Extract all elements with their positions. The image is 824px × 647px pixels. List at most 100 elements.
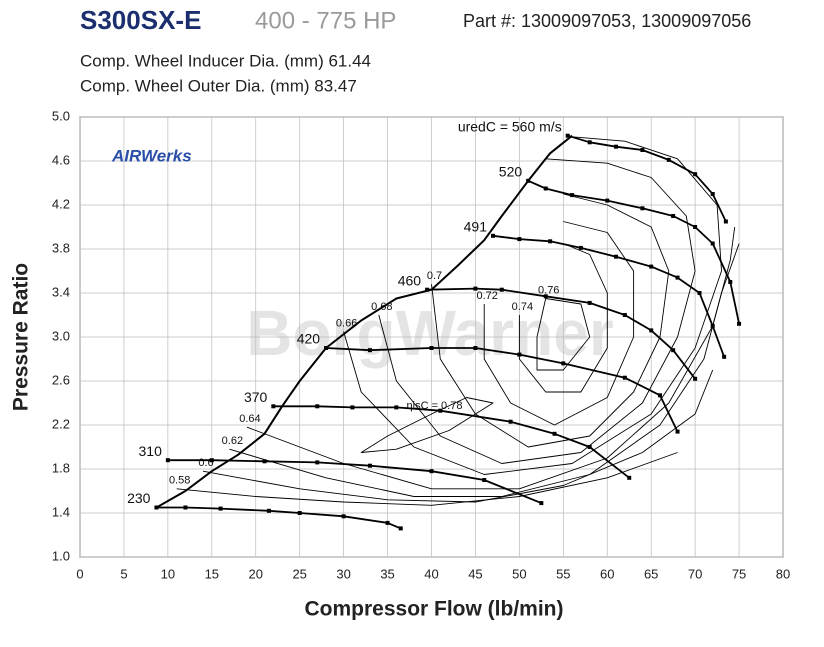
x-tick-label: 50 bbox=[512, 566, 526, 581]
efficiency-label: 0.76 bbox=[538, 284, 559, 296]
speed-marker bbox=[218, 506, 223, 511]
speed-marker bbox=[671, 214, 676, 218]
speed-marker bbox=[473, 346, 478, 350]
speed-marker bbox=[640, 148, 645, 152]
efficiency-contour bbox=[202, 369, 714, 503]
efficiency-contour bbox=[431, 193, 670, 448]
speed-marker bbox=[183, 505, 188, 510]
speed-marker bbox=[438, 408, 443, 413]
speed-line bbox=[156, 506, 402, 530]
efficiency-label: 0.74 bbox=[512, 301, 533, 313]
speed-marker bbox=[614, 144, 619, 149]
x-tick-label: 30 bbox=[336, 566, 350, 581]
speed-marker bbox=[394, 405, 399, 410]
y-tick-label: 2.2 bbox=[52, 416, 70, 431]
logo: AIRWerks bbox=[111, 146, 192, 165]
watermark: BorgWarner bbox=[246, 297, 613, 369]
speed-marker bbox=[737, 321, 742, 326]
speed-marker bbox=[367, 463, 372, 468]
chart-title: S300SX-E bbox=[80, 5, 201, 35]
speed-label: 370 bbox=[244, 389, 268, 405]
x-tick-label: 60 bbox=[600, 566, 614, 581]
efficiency-contour bbox=[343, 136, 722, 475]
speed-marker bbox=[341, 514, 346, 519]
speed-marker bbox=[315, 460, 320, 465]
y-tick-label: 1.4 bbox=[52, 504, 70, 519]
speed-marker bbox=[425, 287, 430, 292]
y-tick-label: 4.6 bbox=[52, 152, 70, 167]
speed-marker bbox=[697, 291, 702, 295]
efficiency-label: 0.7 bbox=[427, 270, 442, 282]
efficiency-label: 0.62 bbox=[222, 435, 243, 447]
speed-marker bbox=[710, 324, 715, 328]
efficiency-label: 0.72 bbox=[477, 290, 498, 302]
efficiency-label: 0.66 bbox=[336, 317, 357, 329]
speed-marker bbox=[587, 445, 592, 449]
speed-label: 460 bbox=[398, 272, 422, 288]
speed-marker bbox=[491, 233, 496, 238]
speed-marker bbox=[429, 346, 434, 350]
speed-marker bbox=[622, 313, 627, 317]
speed-marker bbox=[517, 352, 522, 357]
speed-marker bbox=[565, 133, 570, 138]
speed-marker bbox=[154, 505, 159, 510]
x-tick-label: 10 bbox=[161, 566, 175, 581]
speed-label: uredC = 560 m/s bbox=[458, 118, 562, 134]
y-tick-label: 1.0 bbox=[52, 548, 70, 563]
efficiency-contour bbox=[360, 397, 494, 453]
x-tick-label: 20 bbox=[249, 566, 263, 581]
speed-marker bbox=[297, 511, 302, 515]
x-tick-label: 25 bbox=[292, 566, 306, 581]
speed-marker bbox=[517, 237, 522, 242]
x-tick-label: 75 bbox=[732, 566, 746, 581]
speed-marker bbox=[723, 219, 728, 224]
speed-marker bbox=[429, 469, 434, 474]
efficiency-contour bbox=[229, 243, 740, 497]
speed-marker bbox=[622, 375, 627, 380]
speed-marker bbox=[552, 431, 557, 436]
speed-marker bbox=[570, 193, 575, 198]
x-tick-label: 80 bbox=[776, 566, 790, 581]
speed-marker bbox=[539, 501, 544, 506]
speed-marker bbox=[367, 348, 372, 353]
x-tick-label: 0 bbox=[76, 566, 83, 581]
speed-line bbox=[567, 134, 727, 222]
y-tick-label: 2.6 bbox=[52, 372, 70, 387]
x-tick-label: 15 bbox=[205, 566, 219, 581]
speed-marker bbox=[499, 287, 504, 292]
efficiency-contour bbox=[176, 452, 678, 506]
speed-marker bbox=[271, 404, 276, 409]
efficiency-contour bbox=[378, 158, 696, 464]
speed-marker bbox=[587, 300, 592, 305]
y-tick-label: 3.8 bbox=[52, 240, 70, 255]
speed-marker bbox=[508, 419, 513, 424]
speed-line bbox=[527, 179, 740, 324]
speed-marker bbox=[666, 157, 671, 162]
speed-line bbox=[167, 459, 542, 504]
speed-marker bbox=[614, 254, 619, 259]
speed-marker bbox=[627, 475, 632, 480]
speed-marker bbox=[262, 459, 267, 464]
x-axis-label: Compressor Flow (lb/min) bbox=[304, 598, 563, 621]
speed-label: 230 bbox=[127, 490, 151, 506]
speed-marker bbox=[693, 225, 698, 229]
speed-label: 420 bbox=[297, 331, 321, 347]
speed-marker bbox=[649, 264, 654, 269]
speed-marker bbox=[710, 241, 715, 246]
speed-marker bbox=[209, 458, 214, 463]
efficiency-contour bbox=[483, 221, 635, 426]
efficiency-label: 0.64 bbox=[239, 413, 260, 425]
y-tick-label: 5.0 bbox=[52, 108, 70, 123]
speed-marker bbox=[587, 140, 592, 145]
speed-marker bbox=[315, 404, 320, 409]
speed-marker bbox=[165, 458, 170, 463]
speed-marker bbox=[385, 520, 390, 525]
speed-label: 310 bbox=[139, 443, 163, 459]
part-number: Part #: 13009097053, 13009097056 bbox=[463, 11, 751, 31]
x-tick-label: 70 bbox=[688, 566, 702, 581]
speed-marker bbox=[693, 172, 698, 177]
speed-marker bbox=[578, 245, 583, 250]
x-tick-label: 5 bbox=[120, 566, 127, 581]
